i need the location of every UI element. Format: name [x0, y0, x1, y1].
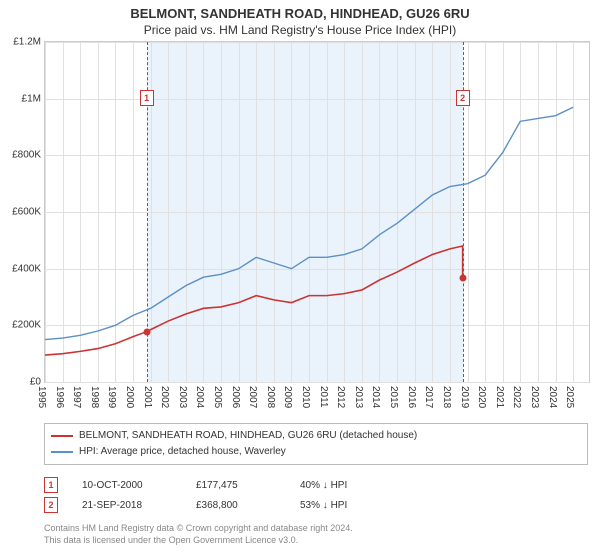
x-axis-label: 2013: [353, 386, 364, 408]
x-axis-label: 2017: [423, 386, 434, 408]
x-axis-label: 2018: [441, 386, 452, 408]
x-axis-label: 1995: [36, 386, 47, 408]
chart-container: BELMONT, SANDHEATH ROAD, HINDHEAD, GU26 …: [0, 0, 600, 560]
x-axis-label: 2016: [406, 386, 417, 408]
x-axis-label: 2015: [388, 386, 399, 408]
footer-line1: Contains HM Land Registry data © Crown c…: [44, 523, 588, 535]
transaction-id-box: 1: [44, 477, 58, 493]
x-axis-label: 2011: [318, 386, 329, 408]
x-axis-label: 2004: [194, 386, 205, 408]
x-axis-label: 2007: [247, 386, 258, 408]
x-axis-label: 1997: [71, 386, 82, 408]
legend-swatch: [51, 435, 73, 437]
x-axis-label: 2024: [547, 386, 558, 408]
x-axis-label: 2010: [300, 386, 311, 408]
transaction-price: £177,475: [196, 480, 276, 491]
legend-item: HPI: Average price, detached house, Wave…: [51, 444, 581, 460]
legend-label: BELMONT, SANDHEATH ROAD, HINDHEAD, GU26 …: [79, 428, 417, 444]
x-axis-label: 2020: [476, 386, 487, 408]
footer-attribution: Contains HM Land Registry data © Crown c…: [44, 523, 588, 546]
x-axis-label: 2000: [124, 386, 135, 408]
marker-dot: [459, 274, 466, 281]
x-axis-label: 1996: [54, 386, 65, 408]
legend-label: HPI: Average price, detached house, Wave…: [79, 444, 286, 460]
x-axis-label: 2022: [511, 386, 522, 408]
x-axis-label: 2023: [529, 386, 540, 408]
transaction-date: 21-SEP-2018: [82, 500, 172, 511]
x-axis-label: 1999: [106, 386, 117, 408]
x-axis-label: 2001: [142, 386, 153, 408]
transactions-table: 1 10-OCT-2000 £177,475 40% ↓ HPI 2 21-SEP-201…: [44, 477, 588, 517]
transaction-id-box: 2: [44, 497, 58, 513]
x-axis-label: 2019: [459, 386, 470, 408]
x-axis-label: 2014: [370, 386, 381, 408]
legend-item: BELMONT, SANDHEATH ROAD, HINDHEAD, GU26 …: [51, 428, 581, 444]
y-axis-label: £200K: [7, 320, 41, 331]
y-axis-label: £1.2M: [7, 37, 41, 48]
legend-swatch: [51, 451, 73, 453]
x-axis-label: 2002: [159, 386, 170, 408]
title-block: BELMONT, SANDHEATH ROAD, HINDHEAD, GU26 …: [4, 6, 596, 37]
footer-line2: This data is licensed under the Open Gov…: [44, 535, 588, 547]
plot-region: £0£200K£400K£600K£800K£1M£1.2M1995199619…: [44, 41, 590, 383]
x-axis-label: 2006: [230, 386, 241, 408]
series-line: [45, 246, 463, 355]
x-axis-label: 1998: [89, 386, 100, 408]
transaction-row: 2 21-SEP-2018 £368,800 53% ↓ HPI: [44, 497, 588, 513]
x-axis-label: 2025: [564, 386, 575, 408]
series-line: [45, 107, 573, 339]
chart-area: £0£200K£400K£600K£800K£1M£1.2M1995199619…: [44, 41, 590, 411]
y-axis-label: £600K: [7, 207, 41, 218]
line-svg: [45, 42, 589, 382]
y-axis-label: £400K: [7, 263, 41, 274]
transaction-price: £368,800: [196, 500, 276, 511]
y-gridline: [45, 382, 589, 383]
transaction-diff: 40% ↓ HPI: [300, 480, 347, 491]
marker-id-box: 2: [456, 90, 470, 106]
marker-dot: [143, 328, 150, 335]
x-axis-label: 2009: [282, 386, 293, 408]
chart-subtitle: Price paid vs. HM Land Registry's House …: [4, 23, 596, 37]
x-axis-label: 2005: [212, 386, 223, 408]
x-axis-label: 2003: [177, 386, 188, 408]
y-axis-label: £1M: [7, 93, 41, 104]
chart-title: BELMONT, SANDHEATH ROAD, HINDHEAD, GU26 …: [4, 6, 596, 21]
transaction-diff: 53% ↓ HPI: [300, 500, 347, 511]
y-axis-label: £800K: [7, 150, 41, 161]
x-axis-label: 2008: [265, 386, 276, 408]
marker-id-box: 1: [140, 90, 154, 106]
transaction-date: 10-OCT-2000: [82, 480, 172, 491]
x-axis-label: 2012: [335, 386, 346, 408]
transaction-row: 1 10-OCT-2000 £177,475 40% ↓ HPI: [44, 477, 588, 493]
legend: BELMONT, SANDHEATH ROAD, HINDHEAD, GU26 …: [44, 423, 588, 465]
x-axis-label: 2021: [494, 386, 505, 408]
